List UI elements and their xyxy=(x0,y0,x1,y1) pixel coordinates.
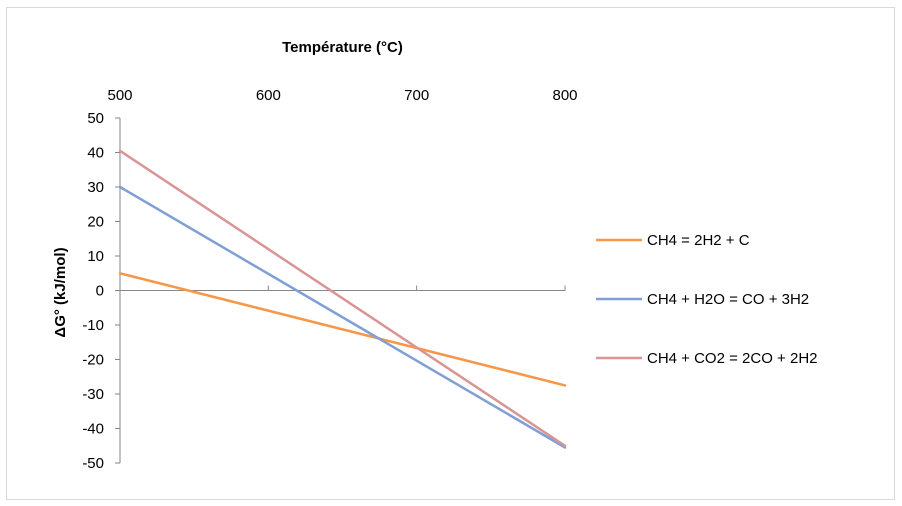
y-axis-title: ΔG° (kJ/mol) xyxy=(52,247,69,337)
x-tick-label: 600 xyxy=(256,87,281,104)
series-layer xyxy=(118,149,567,449)
series-line-1 xyxy=(118,272,567,387)
legend-label: CH4 + CO2 = 2CO + 2H2 xyxy=(647,350,818,367)
y-tick-label: -40 xyxy=(82,421,104,438)
x-axis-ticks: 500 600 700 800 xyxy=(107,87,578,291)
y-tick-label: -30 xyxy=(82,386,104,403)
y-tick-label: -50 xyxy=(82,455,104,472)
y-tick-label: 0 xyxy=(96,283,104,300)
y-tick-label: 30 xyxy=(87,179,104,196)
y-axis-ticks: 50 40 30 20 10 0 -10 -20 -30 -40 -50 xyxy=(82,110,120,472)
y-tick-label: -10 xyxy=(82,317,104,334)
y-tick-label: -20 xyxy=(82,352,104,369)
x-axis-title: Température (°C) xyxy=(282,39,403,56)
y-tick-label: 10 xyxy=(87,248,104,265)
x-tick-label: 500 xyxy=(107,87,132,104)
y-tick-label: 50 xyxy=(87,110,104,127)
y-tick-label: 20 xyxy=(87,214,104,231)
series-line-3 xyxy=(118,149,567,448)
legend-label: CH4 = 2H2 + C xyxy=(647,232,750,249)
chart-frame xyxy=(6,7,895,500)
y-tick-label: 40 xyxy=(87,145,104,162)
series-line-2 xyxy=(118,185,567,449)
legend: CH4 = 2H2 + C CH4 + H2O = CO + 3H2 CH4 + C… xyxy=(596,232,818,367)
x-tick-label: 800 xyxy=(552,87,577,104)
legend-label: CH4 + H2O = CO + 3H2 xyxy=(647,291,809,308)
x-tick-label: 700 xyxy=(404,87,429,104)
